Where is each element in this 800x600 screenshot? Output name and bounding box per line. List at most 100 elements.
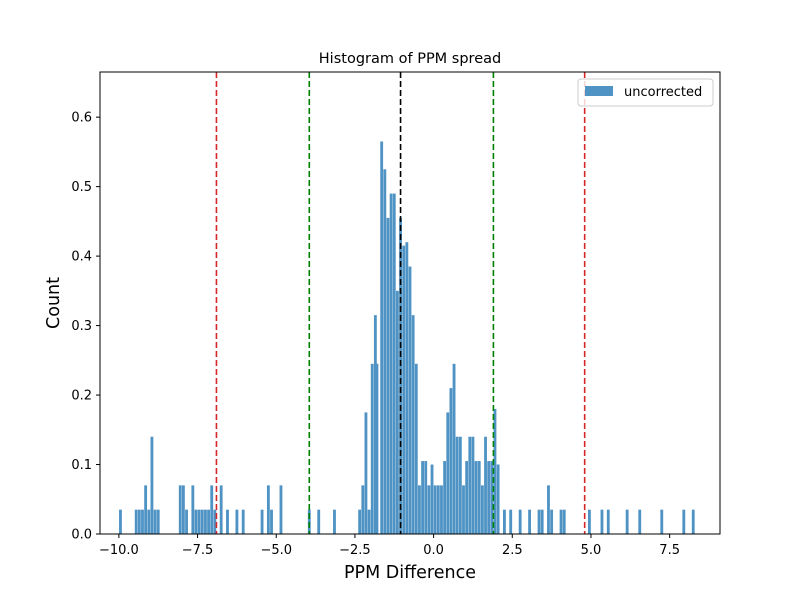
histogram-bar: [440, 485, 443, 534]
histogram-bar: [200, 509, 204, 534]
histogram-bar: [682, 509, 686, 534]
histogram-bar: [477, 461, 481, 534]
histogram-bar: [210, 485, 214, 534]
histogram-bar: [418, 485, 421, 534]
histogram-bar: [380, 141, 384, 534]
histogram-bar: [474, 461, 478, 534]
x-tick-label: 5.0: [581, 543, 602, 558]
histogram-bar: [266, 485, 270, 534]
histogram-bar: [468, 436, 472, 534]
histogram-bar: [462, 485, 465, 534]
histogram-bar: [455, 436, 459, 534]
histogram-bar: [411, 315, 415, 534]
histogram-bar: [185, 509, 188, 534]
histogram-bar: [367, 509, 371, 534]
histogram-bar: [518, 509, 522, 534]
y-tick-label: 0.1: [71, 458, 92, 473]
histogram-bar: [660, 509, 664, 534]
y-tick-label: 0.6: [71, 111, 92, 126]
histogram-bar: [443, 461, 447, 534]
histogram-bar: [537, 509, 541, 534]
histogram-bar: [144, 485, 148, 534]
histogram-bar: [446, 412, 450, 534]
x-tick-label: −5.0: [260, 543, 292, 558]
histogram-bar: [383, 169, 387, 534]
histogram-bar: [487, 461, 491, 534]
histogram-bar: [375, 363, 379, 534]
histogram-bar: [559, 509, 563, 534]
histogram-bar: [226, 509, 229, 534]
reference-lines: [215, 72, 586, 534]
histogram-bar: [194, 509, 198, 534]
histogram-bar: [509, 509, 513, 534]
histogram-bar: [213, 509, 217, 534]
histogram-bar: [550, 509, 554, 534]
y-tick-label: 0.0: [71, 528, 92, 543]
histogram-bar: [490, 461, 494, 534]
histogram-bars: [119, 141, 695, 534]
histogram-bar: [433, 485, 437, 534]
y-tick-label: 0.5: [71, 180, 92, 195]
histogram-bar: [458, 436, 462, 534]
histogram-bar: [493, 408, 497, 534]
histogram-bar: [547, 485, 550, 534]
histogram-bar: [480, 485, 484, 534]
histogram-bar: [134, 509, 138, 534]
histogram-bar: [452, 363, 456, 534]
histogram-bar: [150, 436, 154, 534]
histogram-bar: [307, 509, 311, 534]
histogram-bar: [427, 485, 431, 534]
histogram-bar: [430, 464, 434, 534]
legend-swatch: [585, 86, 613, 96]
histogram-bar: [119, 509, 122, 534]
histogram-bar: [147, 509, 151, 534]
histogram-bar: [317, 509, 321, 534]
histogram-bar: [358, 509, 362, 534]
histogram-bar: [141, 509, 144, 534]
histogram-bar: [207, 509, 210, 534]
histogram-bar: [436, 485, 440, 534]
histogram-bar: [638, 509, 642, 534]
x-tick-label: −7.5: [182, 543, 214, 558]
histogram-bar: [600, 509, 604, 534]
histogram-bar: [606, 509, 610, 534]
histogram-bar: [178, 485, 182, 534]
histogram-bar: [279, 485, 283, 534]
histogram-bar: [424, 461, 428, 534]
y-tick-label: 0.2: [71, 389, 92, 404]
histogram-bar: [408, 266, 412, 534]
histogram-bar: [402, 245, 406, 534]
x-tick-label: 7.5: [659, 543, 680, 558]
histogram-bar: [540, 509, 544, 534]
histogram-bar: [496, 464, 500, 534]
histogram-bar: [235, 509, 239, 534]
histogram-bar: [137, 509, 141, 534]
legend: uncorrected: [577, 78, 714, 107]
histogram-bar: [449, 388, 453, 534]
histogram-bar: [562, 509, 566, 534]
y-tick-label: 0.3: [71, 319, 92, 334]
histogram-bar: [333, 509, 336, 534]
histogram-bar: [191, 485, 195, 534]
histogram-bar: [386, 217, 390, 534]
x-axis-ticks: −10.0 −7.5 −5.0 −2.5 0.0 2.5 5.0 7.5: [99, 534, 680, 558]
histogram-bar: [395, 290, 399, 534]
histogram-bar: [625, 509, 629, 534]
histogram-bar: [392, 193, 396, 534]
histogram-bar: [503, 509, 506, 534]
legend-box: [577, 78, 714, 107]
y-axis-ticks: 0.0 0.1 0.2 0.3 0.4 0.5 0.6: [71, 111, 100, 543]
histogram-bar: [414, 363, 418, 534]
histogram-bar: [465, 461, 469, 534]
histogram-bar: [587, 509, 591, 534]
x-tick-label: 0.0: [423, 543, 444, 558]
legend-entry-uncorrected: uncorrected: [624, 85, 702, 100]
histogram-bar: [181, 485, 185, 534]
x-tick-label: 2.5: [502, 543, 523, 558]
x-tick-label: −2.5: [339, 543, 371, 558]
histogram-bar: [373, 315, 377, 534]
histogram-bar: [204, 509, 207, 534]
histogram-bar: [421, 461, 424, 534]
histogram-bar: [405, 242, 409, 534]
